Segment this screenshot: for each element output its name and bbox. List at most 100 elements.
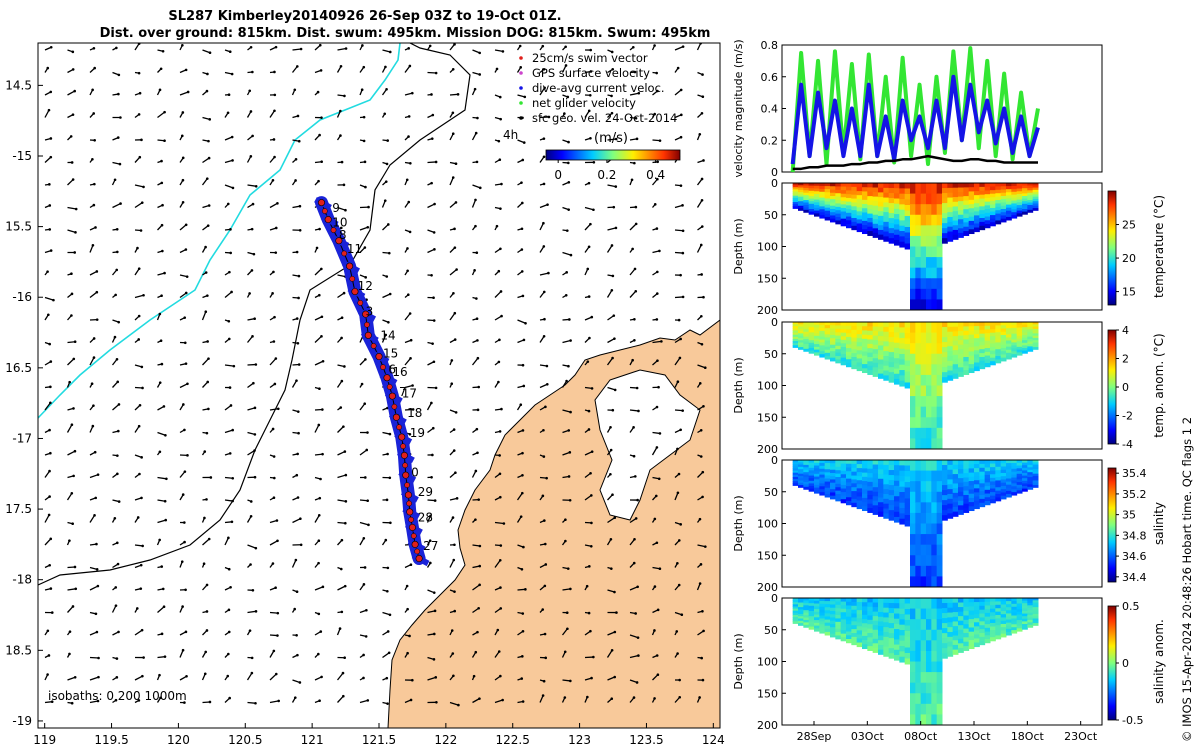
- heatmap-cell: [920, 299, 927, 311]
- heatmap-cell: [952, 225, 959, 231]
- heatmap-cell: [963, 343, 970, 349]
- heatmap-cell: [1032, 331, 1039, 334]
- vector-head: [409, 563, 413, 567]
- heatmap-cell: [803, 600, 810, 604]
- vector-head: [434, 386, 438, 390]
- vector-head: [700, 342, 704, 346]
- vector-shaft: [472, 698, 480, 704]
- heatmap-cell: [974, 342, 980, 347]
- heatmap-cell: [904, 460, 911, 466]
- heatmap-cell: [1000, 357, 1007, 362]
- heatmap-cell: [835, 473, 842, 478]
- heatmap-cell: [808, 616, 815, 620]
- vector-shaft: [202, 358, 209, 366]
- vector-head: [117, 403, 121, 406]
- heatmap-cell: [968, 330, 975, 336]
- heatmap-cell: [808, 183, 815, 187]
- vector-head: [344, 473, 348, 477]
- vector-shaft: [449, 269, 458, 276]
- heatmap-cell: [867, 322, 874, 327]
- heatmap-cell: [915, 406, 922, 418]
- heatmap-cell: [995, 356, 1002, 360]
- vector-head: [49, 249, 53, 252]
- heatmap-cell: [888, 188, 895, 194]
- day-label: 14: [380, 328, 395, 342]
- day-label: 29: [418, 485, 433, 499]
- heatmap-cell: [798, 194, 804, 198]
- vector-head: [272, 649, 276, 653]
- heatmap-cell: [803, 324, 810, 328]
- heatmap-cell: [803, 339, 810, 343]
- heatmap-cell: [1022, 347, 1028, 352]
- swim-vector-dot: [408, 523, 416, 531]
- heatmap-cell: [904, 608, 911, 615]
- heatmap-cell: [872, 344, 879, 350]
- heatmap-cell: [851, 498, 858, 504]
- map-y-tick-label: -16: [12, 290, 32, 304]
- heatmap-cell: [1032, 347, 1039, 350]
- heatmap-cell: [835, 611, 842, 616]
- vector-head: [519, 403, 523, 407]
- heatmap-cell: [835, 466, 842, 471]
- heatmap-cell: [856, 622, 863, 627]
- heatmap-cell: [803, 334, 810, 338]
- vector-shaft: [427, 161, 437, 164]
- heatmap-cell: [1016, 199, 1023, 203]
- heatmap-cell: [814, 341, 820, 345]
- heatmap-cell: [1000, 627, 1007, 631]
- vector-head: [636, 585, 639, 589]
- heatmap-cell: [947, 322, 954, 328]
- heatmap-cell: [1000, 344, 1007, 349]
- vector-head: [473, 269, 476, 272]
- heatmap-cell: [947, 469, 954, 476]
- heatmap-cell: [814, 349, 820, 353]
- depth-tick-label: 50: [764, 486, 778, 499]
- velocity-y-tick-label: 0.6: [761, 71, 779, 84]
- heatmap-cell: [792, 345, 799, 348]
- heatmap-cell: [824, 472, 831, 476]
- vector-head: [432, 360, 436, 364]
- vector-shaft: [179, 224, 187, 231]
- heatmap-cell: [984, 186, 991, 191]
- heatmap-cell: [958, 598, 964, 604]
- heatmap-cell: [952, 187, 959, 193]
- vector-shaft: [157, 431, 166, 436]
- heatmap-cell: [984, 348, 991, 353]
- heatmap-cell: [1011, 486, 1018, 490]
- heatmap-cell: [824, 607, 831, 611]
- vector-head: [273, 476, 276, 480]
- heatmap-cell: [862, 619, 868, 624]
- heatmap-cell: [926, 544, 932, 556]
- vector-head: [297, 139, 301, 143]
- heatmap-cell: [867, 499, 874, 505]
- vector-head: [296, 653, 299, 657]
- heatmap-cell: [872, 210, 879, 216]
- heatmap-cell: [862, 489, 868, 495]
- heatmap-cell: [920, 257, 927, 269]
- heatmap-cell: [920, 343, 927, 355]
- heatmap-cell: [878, 364, 884, 370]
- heatmap-cell: [1016, 324, 1023, 329]
- heatmap-cell: [862, 364, 868, 369]
- heatmap-cell: [958, 491, 964, 497]
- heatmap-cell: [984, 489, 991, 495]
- heatmap-cell: [995, 359, 1002, 364]
- vector-head: [73, 449, 77, 453]
- vector-head: [92, 203, 96, 207]
- heatmap-cell: [1006, 628, 1012, 633]
- vector-shaft: [67, 606, 74, 613]
- vector-head: [343, 365, 346, 368]
- heatmap-cell: [942, 377, 948, 383]
- swim-vector-dot: [335, 237, 343, 245]
- heatmap-cell: [894, 342, 900, 349]
- heatmap-cell: [1027, 183, 1034, 186]
- map-x-tick-label: 121: [301, 733, 324, 747]
- heatmap-cell: [894, 475, 900, 482]
- vector-head: [49, 137, 53, 140]
- vector-head: [475, 160, 479, 164]
- heatmap-cell: [824, 466, 831, 470]
- heatmap-cell: [878, 483, 884, 489]
- vector-head: [274, 251, 278, 254]
- heatmap-cell: [931, 322, 938, 334]
- heatmap-cell: [990, 357, 996, 362]
